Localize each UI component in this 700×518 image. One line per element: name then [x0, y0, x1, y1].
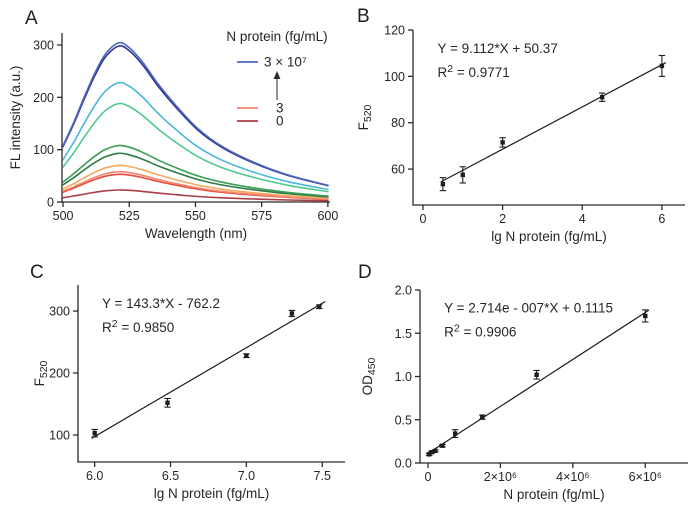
- fit-equation: Y = 9.112*X + 50.37: [437, 41, 557, 56]
- x-tick-label: 4: [579, 212, 586, 226]
- y-tick-label: 0.0: [395, 457, 412, 471]
- x-tick-label: 6.5: [162, 469, 179, 483]
- data-point: [92, 430, 97, 436]
- x-tick-label: 500: [53, 209, 74, 223]
- spectrum-curve: [62, 164, 329, 199]
- y-axis-label: OD450: [360, 357, 378, 395]
- data-point: [440, 443, 445, 448]
- data-point: [500, 140, 505, 145]
- spectrum-curve: [62, 102, 329, 193]
- x-tick-label: 0: [419, 212, 426, 226]
- elisa-scatter-chart-d: 0 2×10⁶ 4×10⁶ 6×10⁶ 0.0 0.5 1.0 1.5 2.0 N protein…: [360, 284, 688, 502]
- data-point: [643, 313, 648, 319]
- y-tick-label: 300: [33, 39, 54, 53]
- y-axis-label: F520: [32, 360, 50, 386]
- fit-line: [91, 300, 326, 439]
- legend-label-mid: 3: [276, 101, 284, 116]
- y-tick-label: 0.5: [395, 413, 412, 427]
- data-point: [599, 95, 605, 100]
- panel-a-label: A: [25, 8, 38, 29]
- calibration-scatter-chart-c: 6.0 6.5 7.0 7.5 100 200 300 lg N protein (fg/mL…: [32, 285, 345, 501]
- spectrum-curve: [62, 81, 329, 191]
- spectrum-curve: [62, 144, 329, 197]
- data-point: [460, 172, 465, 178]
- data-point: [440, 181, 446, 187]
- y-tick-label: 300: [49, 305, 70, 319]
- y-axis-label: FL intensity (a.u.): [8, 66, 23, 170]
- x-tick-label: 600: [317, 209, 338, 223]
- y-tick-label: 100: [33, 143, 54, 157]
- r-squared: R2 = 0.9906: [444, 322, 516, 339]
- legend-label-top: 3 × 10⁷: [264, 55, 307, 70]
- legend-arrow-head: [273, 71, 281, 79]
- fluorescence-spectra-chart: 500 525 550 575 600 0 100 200 300 Wavelength (nm)…: [8, 29, 338, 241]
- data-point: [452, 431, 458, 436]
- y-tick-label: 0: [47, 196, 54, 210]
- y-tick-label: 200: [33, 91, 54, 105]
- y-tick-label: 200: [49, 367, 70, 381]
- panel-d: D 0 2×10⁶ 4×10⁶ 6×10⁶ 0.0 0.5 1.0 1.5 2.0 N prote…: [350, 259, 700, 518]
- spectrum-curve: [62, 152, 329, 198]
- x-axis-label: Wavelength (nm): [145, 226, 247, 241]
- axes: [77, 285, 345, 463]
- y-tick-label: 80: [391, 116, 405, 130]
- panel-a: A 500 525 550 575 600 0 100 200 300 Wavelength (n…: [0, 0, 350, 259]
- fit-equation: Y = 143.3*X - 762.2: [102, 296, 220, 311]
- fit-equation: Y = 2.714e - 007*X + 0.1115: [444, 300, 613, 315]
- axes: [412, 30, 685, 206]
- y-tick-label: 2.0: [395, 284, 412, 298]
- x-tick-label: 0: [424, 470, 431, 484]
- axes: [419, 290, 688, 464]
- spectrum-curve: [62, 41, 329, 187]
- panel-b-label: B: [357, 6, 370, 27]
- data-point: [317, 304, 322, 309]
- y-tick-label: 60: [391, 163, 405, 177]
- panel-c-label: C: [30, 262, 44, 283]
- y-tick-label: 100: [49, 429, 70, 443]
- data-point: [289, 311, 295, 316]
- x-tick-label: 2: [499, 212, 506, 226]
- x-tick-label: 525: [119, 209, 140, 223]
- fit-line: [428, 309, 650, 454]
- spectrum-curve: [62, 170, 329, 200]
- data-point: [429, 449, 434, 455]
- r-squared: R2 = 0.9850: [102, 318, 174, 335]
- data-point: [480, 414, 485, 420]
- spectrum-curve: [62, 189, 329, 202]
- x-tick-label: 6: [658, 212, 665, 226]
- x-tick-label: 4×10⁶: [556, 470, 589, 484]
- x-axis-label: N protein (fg/mL): [503, 487, 604, 502]
- x-tick-label: 6×10⁶: [629, 470, 662, 484]
- x-tick-label: 7.5: [314, 469, 331, 483]
- y-tick-label: 120: [384, 24, 405, 38]
- y-tick-label: 1.0: [395, 370, 412, 384]
- legend-label-bottom: 0: [276, 114, 284, 129]
- x-axis-label: lg N protein (fg/mL): [154, 486, 270, 501]
- x-tick-label: 6.0: [86, 469, 103, 483]
- panel-d-label: D: [358, 262, 372, 283]
- legend-title: N protein (fg/mL): [226, 29, 327, 44]
- fit-line: [440, 62, 667, 183]
- data-point: [244, 353, 249, 358]
- x-tick-label: 7.0: [238, 469, 255, 483]
- x-tick-label: 575: [251, 209, 272, 223]
- x-tick-label: 2×10⁶: [484, 470, 517, 484]
- panel-c: C 6.0 6.5 7.0 7.5 100 200 300 lg N protein (fg/…: [0, 259, 350, 518]
- data-point: [433, 448, 438, 454]
- calibration-scatter-chart-b: 0 2 4 6 60 80 100 120 lg N protein (fg/mL) F520 Y …: [356, 24, 685, 244]
- x-tick-label: 550: [185, 209, 206, 223]
- y-axis-label: F520: [356, 104, 374, 130]
- data-point: [659, 63, 665, 69]
- y-tick-label: 1.5: [395, 327, 412, 341]
- y-tick-label: 100: [384, 70, 405, 84]
- data-point: [534, 372, 539, 377]
- r-squared: R2 = 0.9771: [437, 63, 509, 80]
- panel-b: B 0 2 4 6 60 80 100 120 lg N protein (fg/mL) F520…: [350, 0, 700, 259]
- data-point: [426, 452, 432, 457]
- x-axis-label: lg N protein (fg/mL): [491, 229, 607, 244]
- data-point: [165, 400, 170, 405]
